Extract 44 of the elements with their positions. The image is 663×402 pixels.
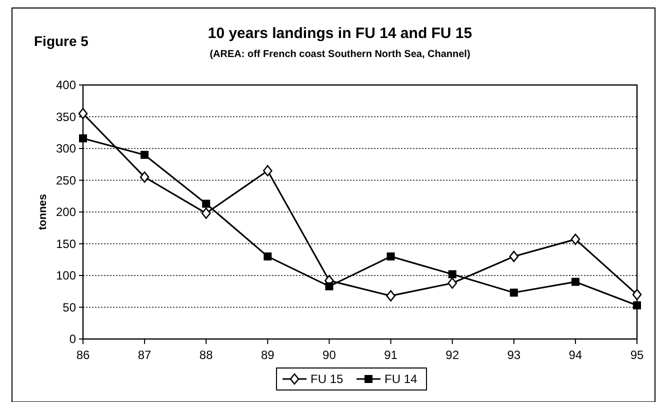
x-tick-label: 93 [507,348,521,362]
x-tick-label: 91 [384,348,398,362]
x-tick-label: 87 [138,348,152,362]
x-tick-label: 95 [630,348,644,362]
point [325,282,334,290]
point [448,270,456,278]
x-tick-label: 94 [568,348,582,362]
y-axis-title: tonnes [37,194,49,230]
x-tick-label: 88 [199,348,214,362]
y-tick-label: 150 [56,236,76,251]
point [632,288,642,300]
x-tick-label: 89 [260,348,275,362]
point [386,252,395,260]
y-tick-label: 300 [56,142,76,156]
y-tick-label: 50 [62,300,76,314]
x-tick-label: 90 [322,348,336,362]
point [201,208,211,219]
point [448,277,457,289]
x-tick-label: 86 [76,348,90,362]
point [571,278,580,286]
point [140,171,150,183]
chart-subtitle: (AREA: off French coast Southern North Sea, Channel) [210,49,470,60]
y-tick-label: 400 [56,78,76,92]
caption: Figure 5 [34,33,89,49]
point [263,165,272,176]
legend-label: FU 14 [384,372,418,386]
point [202,200,210,208]
point [140,150,149,159]
point [264,252,272,260]
point [78,108,88,120]
y-tick-label: 200 [56,205,76,220]
y-tick-label: 100 [56,268,76,283]
chart-title: 10 years landings in FU 14 and FU 15 [208,25,472,42]
y-tick-label: 250 [56,173,76,188]
point [570,234,580,245]
point [509,250,519,262]
x-tick-label: 92 [446,348,460,362]
point [79,134,87,142]
y-tick-label: 0 [69,332,76,346]
legend-label: FU 15 [310,372,344,386]
point [510,288,518,297]
point [633,301,641,310]
point [386,290,396,302]
y-tick-label: 350 [56,110,76,124]
